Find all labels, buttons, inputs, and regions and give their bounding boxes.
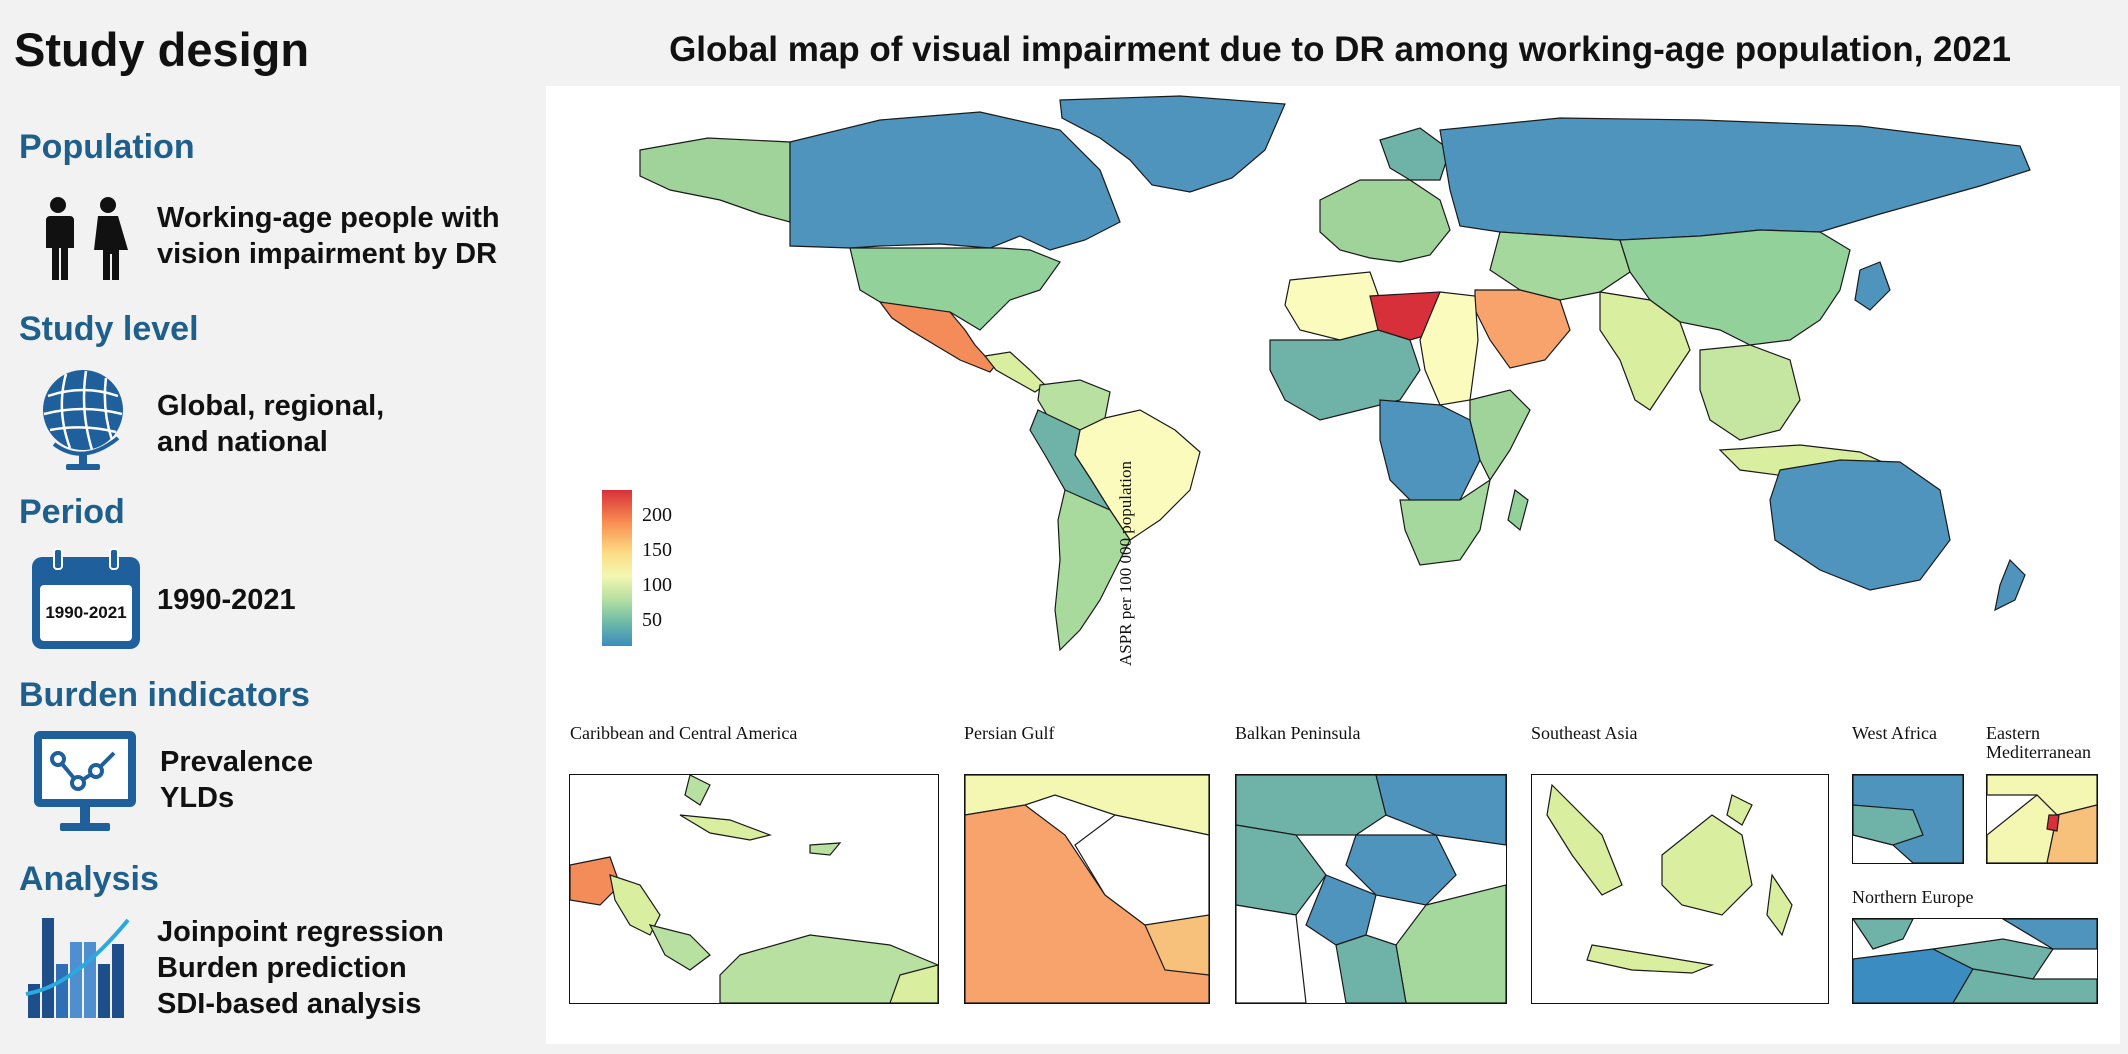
inset-label-balkan: Balkan Peninsula bbox=[1235, 723, 1361, 743]
region-russia bbox=[1439, 117, 2031, 241]
region-india bbox=[1599, 291, 1691, 411]
legend-tick-100: 100 bbox=[642, 574, 672, 596]
legend-title: ASPR per 100 000 population bbox=[1116, 461, 1135, 666]
population-line-1: Working-age people with bbox=[157, 202, 500, 234]
analysis-heading: Analysis bbox=[19, 860, 159, 898]
inset-map-eastern-mediterranean bbox=[1986, 774, 2098, 864]
inset-map-persian-gulf bbox=[964, 774, 1210, 1004]
inset-label-southeast-asia: Southeast Asia bbox=[1531, 723, 1638, 743]
region-canada bbox=[789, 111, 1121, 251]
region-alaska bbox=[639, 137, 791, 223]
region-central-africa bbox=[1379, 399, 1481, 511]
legend-tick-150: 150 bbox=[642, 539, 672, 561]
region-central-america bbox=[983, 351, 1046, 393]
inset-label-persian-gulf: Persian Gulf bbox=[964, 723, 1055, 743]
legend-tick-200: 200 bbox=[642, 504, 672, 526]
analysis-line-1: Joinpoint regression bbox=[157, 916, 444, 948]
monitor-chart-icon bbox=[32, 729, 138, 838]
population-heading: Population bbox=[19, 128, 195, 166]
region-egypt-sudan bbox=[1419, 291, 1479, 406]
region-maghreb bbox=[1284, 271, 1381, 341]
inset-map-west-africa bbox=[1852, 774, 1964, 864]
analysis-line-2: Burden prediction bbox=[157, 952, 407, 984]
population-line-2: vision impairment by DR bbox=[157, 238, 498, 270]
region-australia bbox=[1769, 459, 1951, 591]
region-scandinavia bbox=[1379, 127, 1451, 181]
people-icon bbox=[36, 196, 132, 287]
globe-icon bbox=[36, 366, 130, 477]
inset-map-southeast-asia bbox=[1531, 774, 1829, 1004]
map-title: Global map of visual impairment due to D… bbox=[669, 30, 2011, 69]
study-level-line-1: Global, regional, bbox=[157, 390, 385, 422]
region-europe bbox=[1319, 179, 1451, 263]
period-line-1: 1990-2021 bbox=[157, 584, 296, 616]
region-east-africa bbox=[1469, 389, 1531, 482]
region-southeast-asia bbox=[1699, 344, 1801, 441]
region-new-zealand bbox=[1994, 558, 2026, 612]
map-panel: ASPR per 100 000 population 200 150 100 … bbox=[546, 86, 2120, 1044]
region-madagascar bbox=[1507, 488, 1529, 532]
study-level-line-2: and national bbox=[157, 426, 328, 458]
region-southern-cone bbox=[1054, 489, 1131, 652]
burden-line-1: Prevalence bbox=[160, 746, 314, 778]
burden-indicators-heading: Burden indicators bbox=[19, 676, 310, 714]
analysis-line-3: SDI-based analysis bbox=[157, 988, 422, 1020]
inset-map-balkan bbox=[1235, 774, 1507, 1004]
study-level-heading: Study level bbox=[19, 310, 199, 348]
region-arabian-peninsula bbox=[1474, 289, 1571, 369]
legend-tick-50: 50 bbox=[642, 609, 662, 631]
burden-line-2: YLDs bbox=[160, 782, 235, 814]
calendar-icon-label: 1990-2021 bbox=[45, 603, 127, 622]
calendar-icon: 1990-2021 bbox=[30, 547, 142, 656]
region-greenland bbox=[1059, 95, 1286, 193]
study-design-title: Study design bbox=[14, 23, 310, 76]
inset-label-west-africa: West Africa bbox=[1852, 723, 1938, 743]
inset-map-northern-europe bbox=[1852, 918, 2098, 1004]
bar-trend-icon bbox=[24, 914, 140, 1025]
inset-label-northern-europe: Northern Europe bbox=[1852, 887, 1974, 907]
period-heading: Period bbox=[19, 493, 125, 531]
region-west-africa bbox=[1269, 329, 1421, 421]
region-japan bbox=[1854, 261, 1891, 311]
inset-label-eastern-mediterranean: Eastern Mediterranean bbox=[1986, 723, 2091, 762]
world-map bbox=[602, 95, 2031, 652]
study-design-panel: Study design Population Working-age peop… bbox=[0, 0, 540, 1054]
inset-map-caribbean bbox=[569, 774, 939, 1004]
region-southern-africa bbox=[1399, 478, 1491, 566]
inset-label-caribbean: Caribbean and Central America bbox=[570, 723, 798, 743]
legend-colorbar bbox=[602, 490, 632, 646]
